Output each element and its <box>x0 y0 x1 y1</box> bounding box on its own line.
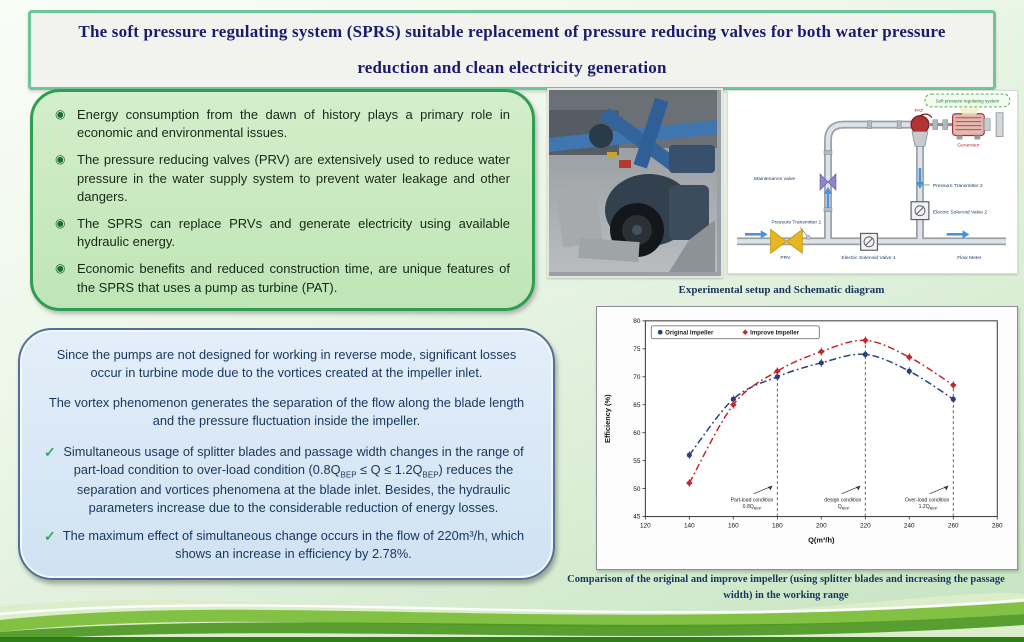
findings-box: Since the pumps are not designed for wor… <box>18 328 555 580</box>
maintenance-valve-icon <box>819 173 837 191</box>
intro-bullet: ◉ Energy consumption from the dawn of his… <box>55 107 510 141</box>
solenoid-valve-1-label: Electric Solenoid Valve 1 <box>841 255 896 261</box>
svg-text:Original Impeller: Original Impeller <box>665 329 714 336</box>
bullet-icon: ◉ <box>55 152 66 167</box>
svg-text:140: 140 <box>684 522 695 529</box>
pat-label: PAT <box>915 108 924 114</box>
prv-label: PRV <box>780 255 791 261</box>
poster-title: The soft pressure regulating system (SPR… <box>78 22 946 77</box>
generator-label: Generator <box>957 142 980 148</box>
svg-text:65: 65 <box>633 402 641 409</box>
intro-bullet: ◉ Economic benefits and reduced construct… <box>55 261 510 295</box>
bullet-icon: ◉ <box>55 261 66 276</box>
intro-box: ◉ Energy consumption from the dawn of his… <box>30 89 535 311</box>
figures-caption: Experimental setup and Schematic diagram <box>678 284 885 296</box>
svg-text:70: 70 <box>633 374 641 381</box>
svg-text:QBEP: QBEP <box>838 504 850 510</box>
check-icon: ✓ <box>44 528 56 544</box>
svg-text:Over-load condition: Over-load condition <box>905 498 950 504</box>
svg-text:55: 55 <box>633 458 641 465</box>
title-banner: The soft pressure regulating system (SPR… <box>28 10 996 90</box>
finding-check: ✓ Simultaneous usage of splitter blades … <box>44 443 524 515</box>
efficiency-chart: 120 140 160 180 200 220 240 260 280 45 50 55 60 65 70 7… <box>596 306 1018 570</box>
pat-pump-icon <box>910 113 933 147</box>
svg-text:120: 120 <box>640 522 651 529</box>
svg-text:180: 180 <box>772 522 783 529</box>
damper-icon <box>995 112 1004 137</box>
svg-text:75: 75 <box>633 346 641 353</box>
findings-paragraph: The vortex phenomenon generates the sepa… <box>48 395 525 429</box>
solenoid-valve-2-icon <box>910 201 930 221</box>
svg-text:280: 280 <box>992 522 1003 529</box>
system-callout-box <box>924 93 1011 108</box>
svg-text:Q(m³/h): Q(m³/h) <box>808 535 835 544</box>
experimental-setup-photo <box>547 88 723 278</box>
findings-paragraph: Since the pumps are not designed for wor… <box>56 347 517 381</box>
solenoid-valve-2-label: Electric Solenoid Valve 2 <box>933 210 988 216</box>
system-callout-label: Soft pressure regulating system <box>936 98 1000 103</box>
svg-text:Efficiency (%): Efficiency (%) <box>603 394 612 443</box>
svg-text:220: 220 <box>860 522 871 529</box>
pressure-transmitter-1-label: Pressure Transmitter 1 <box>771 220 821 226</box>
chart-caption: Comparison of the original and improve i… <box>567 574 1005 601</box>
svg-text:60: 60 <box>633 430 641 437</box>
check-icon: ✓ <box>44 443 56 460</box>
wave-decoration <box>0 593 1024 642</box>
svg-text:1.2QBEP: 1.2QBEP <box>919 504 938 510</box>
svg-text:45: 45 <box>633 514 641 521</box>
photo-illustration <box>549 90 717 272</box>
generator-icon <box>952 113 991 140</box>
maintenance-valve-label: Maintenance valve <box>754 176 795 182</box>
svg-text:0.8QBEP: 0.8QBEP <box>743 504 762 510</box>
svg-text:50: 50 <box>633 486 641 493</box>
flow-meter-label: Flow Meter <box>957 255 982 261</box>
svg-text:240: 240 <box>904 522 915 529</box>
efficiency-chart-svg: 120 140 160 180 200 220 240 260 280 45 50 55 60 65 70 7… <box>603 318 1003 544</box>
intro-bullet: ◉ The pressure reducing valves (PRV) are … <box>55 152 510 204</box>
intro-bullet-list: ◉ Energy consumption from the dawn of his… <box>55 106 510 297</box>
finding-check: ✓ The maximum effect of simultaneous cha… <box>44 528 525 562</box>
schematic-svg: Soft pressure regulating system PRV Elec… <box>736 93 1011 261</box>
svg-text:Improve Impeller: Improve Impeller <box>750 329 800 336</box>
schematic-diagram: Soft pressure regulating system PRV Elec… <box>727 90 1018 274</box>
bullet-icon: ◉ <box>55 215 66 230</box>
svg-text:80: 80 <box>633 318 641 325</box>
prv-valve-icon <box>770 228 803 255</box>
svg-text:260: 260 <box>948 522 959 529</box>
svg-text:design condition: design condition <box>824 498 861 504</box>
intro-bullet: ◉ The SPRS can replace PRVs and generate … <box>55 215 510 250</box>
svg-text:160: 160 <box>728 522 739 529</box>
pressure-transmitter-2-label: Pressure Transmitter 2 <box>933 183 983 189</box>
bullet-icon: ◉ <box>55 107 66 121</box>
svg-text:Part-load condition: Part-load condition <box>731 498 774 504</box>
solenoid-valve-1-icon <box>860 232 879 251</box>
svg-text:200: 200 <box>816 522 827 529</box>
